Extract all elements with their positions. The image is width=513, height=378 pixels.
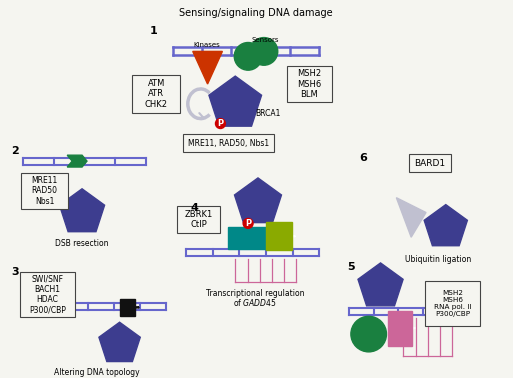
Text: MRE11
RAD50
Nbs1: MRE11 RAD50 Nbs1 [31, 176, 57, 206]
Bar [388, 311, 412, 346]
Text: ZBRK1
CtIP: ZBRK1 CtIP [185, 210, 213, 229]
Polygon shape [424, 204, 467, 246]
Bar [120, 299, 135, 316]
Text: Sensing/signaling DNA damage: Sensing/signaling DNA damage [179, 8, 333, 18]
Polygon shape [397, 198, 426, 237]
Text: Sensors: Sensors [251, 37, 279, 42]
FancyBboxPatch shape [132, 75, 180, 113]
FancyBboxPatch shape [183, 135, 274, 152]
Text: Kinases: Kinases [194, 42, 221, 48]
Circle shape [250, 37, 278, 65]
Polygon shape [209, 76, 262, 126]
Text: P: P [245, 219, 251, 228]
Text: Ubiquitin ligation: Ubiquitin ligation [405, 255, 471, 264]
Polygon shape [234, 178, 282, 223]
Circle shape [351, 316, 386, 352]
Polygon shape [99, 322, 140, 362]
Polygon shape [60, 189, 105, 232]
Text: Transcriptional regulation: Transcriptional regulation [206, 289, 304, 297]
Text: MRE11, RAD50, Nbs1: MRE11, RAD50, Nbs1 [188, 139, 269, 148]
Text: 5: 5 [347, 262, 354, 272]
Bar [266, 222, 291, 250]
Circle shape [215, 119, 225, 129]
Text: SWI/SNF
BACH1
HDAC
P300/CBP: SWI/SNF BACH1 HDAC P300/CBP [29, 274, 66, 314]
Circle shape [243, 218, 253, 228]
Polygon shape [193, 51, 223, 84]
FancyBboxPatch shape [177, 206, 221, 233]
FancyBboxPatch shape [425, 281, 480, 326]
Text: 2: 2 [11, 146, 18, 156]
Text: P: P [218, 119, 224, 128]
Text: Altering DNA topology: Altering DNA topology [54, 368, 140, 377]
Text: ATM
ATR
CHK2: ATM ATR CHK2 [145, 79, 168, 109]
FancyBboxPatch shape [21, 272, 74, 317]
FancyBboxPatch shape [287, 66, 332, 102]
Text: MSH2
MSH6
BLM: MSH2 MSH6 BLM [297, 69, 322, 99]
Text: of $\it{GADD45}$: of $\it{GADD45}$ [233, 296, 277, 308]
Text: BRCA1: BRCA1 [255, 109, 281, 118]
Bar [228, 227, 266, 249]
Text: 3: 3 [11, 267, 18, 277]
FancyBboxPatch shape [21, 173, 68, 209]
Text: DSB resection: DSB resection [55, 239, 109, 248]
Text: 4: 4 [191, 203, 199, 212]
Text: 6: 6 [359, 153, 367, 163]
Polygon shape [358, 263, 403, 306]
Text: 1: 1 [149, 26, 157, 36]
Text: MSH2
MSH6
RNA pol. II
P300/CBP: MSH2 MSH6 RNA pol. II P300/CBP [434, 290, 471, 317]
Polygon shape [67, 155, 87, 167]
Text: BARD1: BARD1 [415, 159, 445, 167]
Circle shape [234, 42, 262, 70]
FancyBboxPatch shape [409, 154, 451, 172]
